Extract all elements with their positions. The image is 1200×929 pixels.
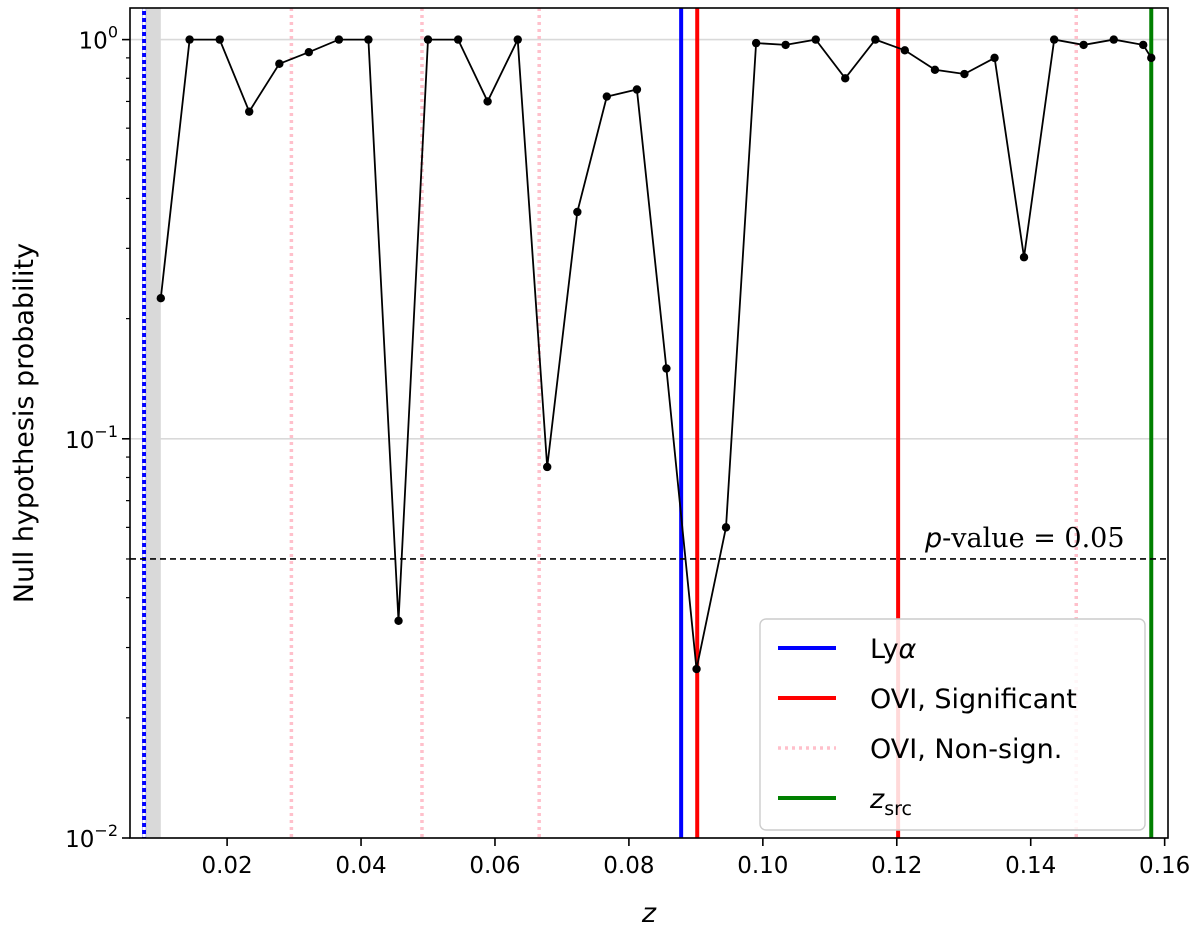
shaded-band [142, 8, 161, 838]
data-point [245, 107, 254, 116]
data-point [811, 35, 820, 44]
x-axis-label: z [641, 898, 657, 929]
legend-label: OVI, Non-sign. [870, 734, 1062, 765]
data-point [334, 35, 344, 44]
data-point [632, 85, 642, 94]
y-axis-label: Null hypothesis probability [9, 243, 40, 603]
plot-frame [129, 7, 1169, 839]
x-tick-label: 0.02 [201, 853, 252, 879]
x-axis: 0.02 0.04 0.06 0.08 0.10 0.12 0.14 0.16 [201, 838, 1190, 879]
x-tick-label: 0.14 [1005, 853, 1056, 879]
data-point [871, 35, 880, 44]
data-point [721, 523, 731, 532]
legend: Lyα OVI, Significant OVI, Non-sign. zsrc [759, 618, 1146, 831]
data-point [215, 35, 224, 44]
data-point [841, 74, 850, 83]
data-point [930, 65, 940, 75]
legend-label: OVI, Significant [870, 684, 1077, 715]
legend-box [759, 618, 1146, 831]
data-point [1019, 253, 1029, 262]
y-tick-label: 10−1 [65, 422, 118, 454]
data-point [483, 97, 492, 106]
x-tick-label: 0.06 [469, 853, 520, 879]
data-point [990, 53, 999, 63]
data-point [1147, 53, 1156, 63]
data-point [304, 47, 314, 57]
data-point [364, 35, 373, 44]
shaded-band-rect [142, 8, 161, 838]
data-point [662, 364, 671, 373]
x-tick-label: 0.08 [603, 853, 654, 879]
y-axis: 100 10−1 10−2 [65, 23, 130, 853]
x-tick-label: 0.10 [737, 853, 788, 879]
data-point [751, 38, 761, 48]
data-point [960, 69, 969, 79]
legend-label: Lyα [870, 634, 917, 665]
data-point [692, 664, 701, 674]
x-tick-label: 0.04 [335, 853, 386, 879]
data-point [275, 59, 284, 68]
threshold-annotation-rest: -value = 0.05 [942, 523, 1124, 554]
data-point [1139, 40, 1148, 50]
data-point [185, 35, 194, 44]
data-point [781, 40, 790, 50]
data-point [900, 46, 910, 55]
data-point [573, 207, 582, 217]
legend-label: zsrc [869, 784, 912, 820]
data-point [394, 616, 403, 626]
data-series [156, 35, 1156, 674]
data-point [453, 35, 463, 44]
threshold-annotation-italic: p [924, 523, 942, 554]
data-point [1109, 35, 1118, 44]
data-point [543, 462, 552, 472]
data-point [423, 35, 433, 44]
data-point [1049, 35, 1059, 44]
threshold-annotation: p-value = 0.05 [924, 523, 1125, 554]
y-tick-label: 10−2 [65, 821, 118, 853]
data-point [513, 35, 522, 44]
series-line [159, 36, 1153, 670]
data-point [602, 92, 612, 101]
x-tick-label: 0.12 [871, 853, 922, 879]
y-tick-label: 100 [79, 23, 118, 55]
x-tick-label: 0.16 [1139, 853, 1190, 879]
data-point [1079, 40, 1088, 50]
data-point [156, 294, 166, 303]
